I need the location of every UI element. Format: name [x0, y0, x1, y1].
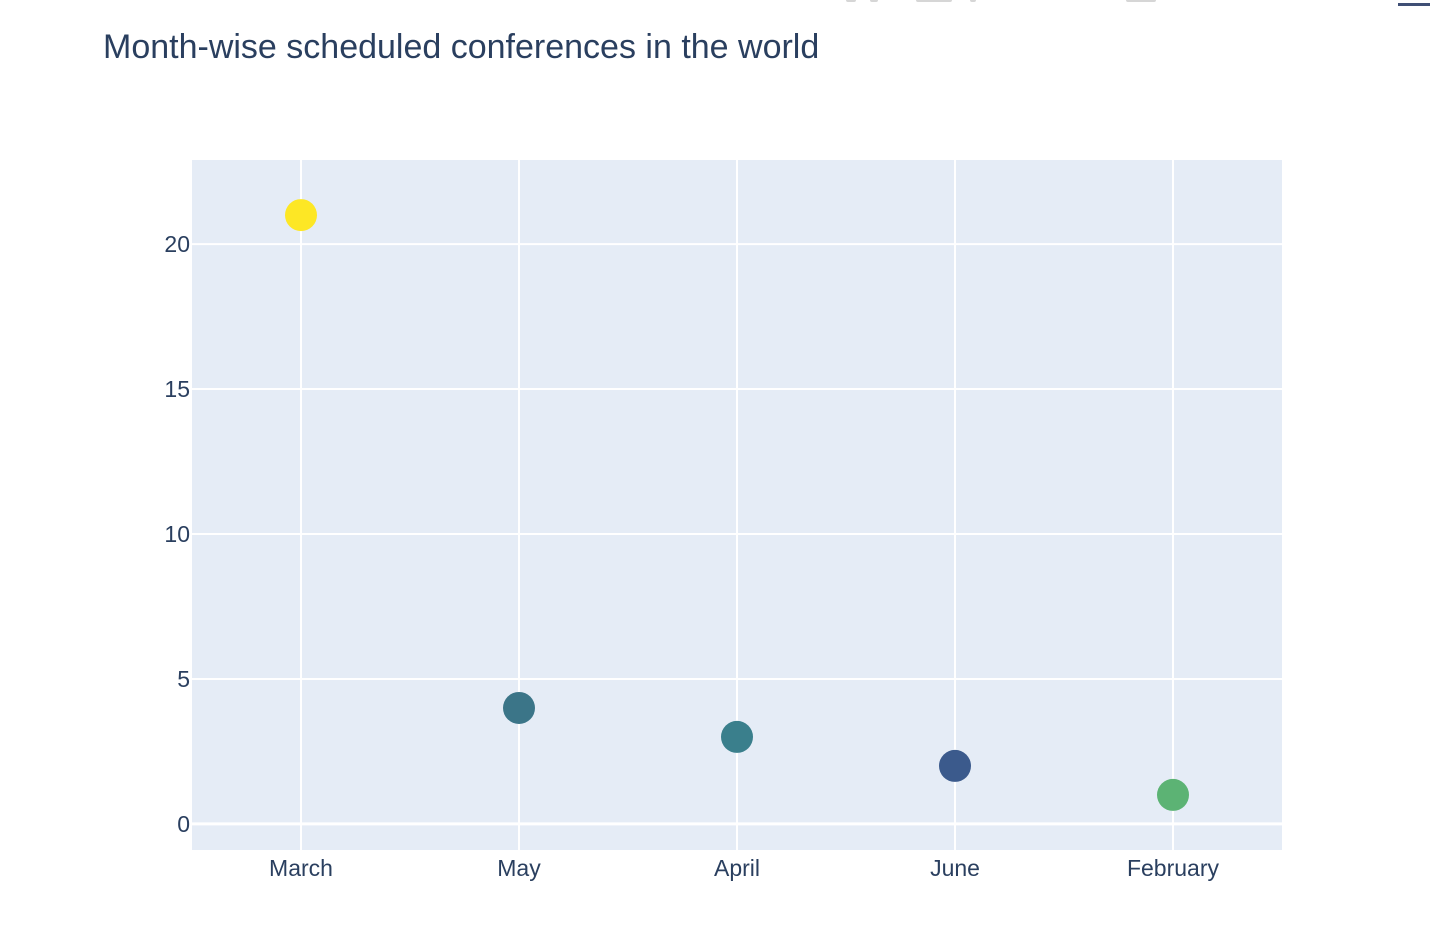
y-tick-label: 0: [177, 811, 190, 837]
x-tick-label: May: [497, 855, 541, 881]
x-tick-label: June: [930, 855, 980, 881]
data-point[interactable]: [1157, 778, 1189, 811]
chart-title: Month-wise scheduled conferences in the …: [103, 28, 820, 66]
data-point[interactable]: [503, 691, 535, 724]
x-tick-label: February: [1127, 855, 1220, 881]
x-axis-tick-labels: March May April June February: [269, 855, 1219, 881]
x-tick-label: March: [269, 855, 333, 881]
data-point[interactable]: [721, 720, 753, 753]
y-tick-label: 10: [164, 521, 190, 547]
x-tick-label: April: [714, 855, 760, 881]
plotly-logo-icon[interactable]: [1398, 0, 1430, 6]
y-gridlines: [192, 243, 1282, 826]
data-point[interactable]: [285, 199, 317, 232]
y-tick-label: 15: [164, 376, 190, 402]
data-markers: [285, 199, 1189, 811]
y-tick-label: 20: [164, 231, 190, 257]
data-point[interactable]: [939, 749, 971, 782]
modebar-icon[interactable]: [840, 0, 1170, 4]
y-tick-label: 5: [177, 666, 190, 692]
x-gridlines: [300, 160, 1174, 850]
y-axis-tick-labels: 0 5 10 15 20: [164, 231, 190, 837]
